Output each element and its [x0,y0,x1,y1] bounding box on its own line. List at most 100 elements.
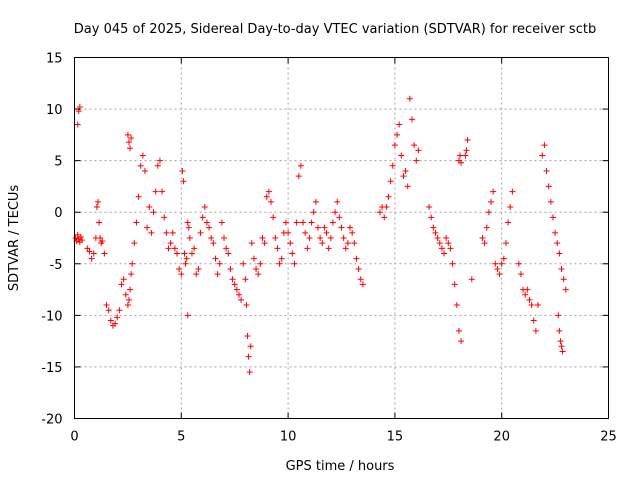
data-point [182,260,189,267]
data-point [225,250,232,257]
data-point [248,240,255,247]
data-point [127,145,134,152]
data-point [90,250,97,257]
data-point [287,240,294,247]
data-point [411,142,418,149]
data-point [552,229,559,236]
data-point [125,139,132,146]
data-point [250,255,257,262]
data-point [167,240,174,247]
data-point [430,224,437,231]
data-point [500,255,507,262]
data-points [72,95,569,376]
data-point [530,317,537,324]
data-point [355,265,362,272]
data-point [285,229,292,236]
data-point [181,250,188,257]
axis-ticks: 0 5 10 15 20 25 -20 -15 -10 -5 0 5 10 15 [41,52,617,445]
data-point [103,302,110,309]
grid-layer [74,57,609,419]
data-point [323,229,330,236]
data-point [176,265,183,272]
x-tick-label: 15 [387,430,404,445]
data-point [300,219,307,226]
data-point [385,193,392,200]
data-point [99,238,106,245]
data-point [180,178,187,185]
data-point [210,240,217,247]
y-axis-label: SDTVAR / TECUs [7,185,22,292]
data-point [547,198,554,205]
data-point [490,188,497,195]
data-point [556,250,563,257]
data-point [289,250,296,257]
data-point [560,276,567,283]
data-point [208,235,215,241]
data-point [558,343,565,350]
data-point [112,320,119,327]
data-point [243,302,250,309]
data-point [426,204,433,211]
data-point [485,209,492,216]
data-point [105,307,112,314]
data-point [101,250,108,257]
data-point [276,260,283,267]
data-point [447,245,454,252]
data-point [539,152,546,159]
data-point [184,219,191,226]
data-point [464,137,471,144]
data-point [555,312,562,319]
data-point [163,229,170,236]
data-point [238,296,245,303]
data-point [128,134,135,141]
data-point [528,302,535,309]
data-point [93,204,100,211]
data-point [171,245,178,252]
x-tick-label: 0 [70,430,78,445]
data-point [434,235,441,241]
data-point [387,178,394,185]
data-point [97,235,104,241]
data-point [449,260,456,267]
data-point [408,116,415,123]
data-point [507,204,514,211]
data-point [488,198,495,205]
data-point [88,255,95,262]
data-point [559,348,566,355]
data-point [77,233,84,240]
data-point [199,214,206,221]
data-point [150,209,157,216]
data-point [406,95,413,102]
data-point [336,214,343,221]
data-point [557,338,564,345]
data-point [246,369,253,376]
data-point [231,281,238,288]
data-point [317,235,324,241]
data-point [415,147,422,154]
x-tick-label: 5 [177,430,185,445]
data-point [84,245,91,252]
y-tick-label: 15 [46,52,63,67]
data-point [293,219,300,226]
data-point [349,229,356,236]
data-point [376,209,383,216]
data-point [125,296,132,303]
data-point [535,302,542,309]
data-point [402,167,409,174]
data-point [463,147,470,154]
data-point [389,162,396,169]
data-point [306,235,313,241]
y-tick-label: -5 [50,258,63,273]
data-point [481,240,488,247]
data-point [203,219,210,226]
data-point [308,219,315,226]
data-point [154,162,161,169]
data-point [302,229,309,236]
data-point [72,235,79,241]
data-point [526,296,533,303]
data-point [436,240,443,247]
data-point [445,240,452,247]
data-point [179,167,186,174]
data-point [351,240,358,247]
data-point [304,245,311,252]
